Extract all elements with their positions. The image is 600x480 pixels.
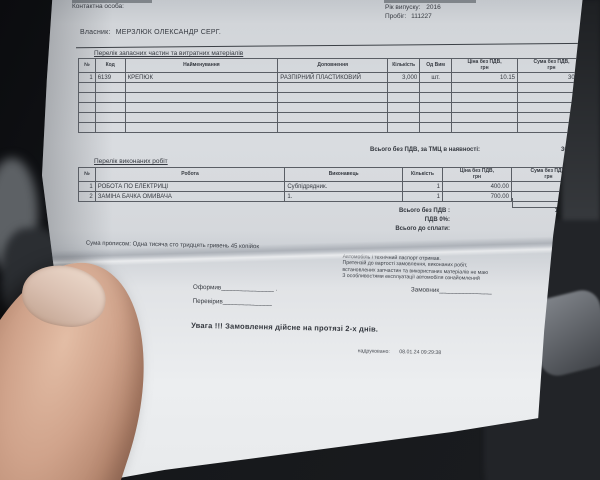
works-row: 2 ЗАМІНА БАЧКА ОМИВАЧА 1. 1 700.00 700.0… bbox=[78, 191, 584, 202]
vat-label: ПДВ 0%: bbox=[424, 217, 450, 223]
works-row: 1 РОБОТА ПО ЕЛЕКТРИЦІ Субпідрядник. 1 40… bbox=[78, 181, 584, 192]
table-cell: Субпідрядник. bbox=[284, 181, 403, 192]
printed-timestamp: надруковано: 08.01.24 09:29:38 bbox=[358, 348, 442, 356]
table-cell: 1 bbox=[78, 181, 96, 192]
column-header: Код bbox=[94, 58, 126, 73]
year-value: 2016 bbox=[426, 4, 441, 11]
disclaimer-line: З особливостями експлуатації автомобіля … bbox=[342, 273, 480, 283]
table-cell: 1 bbox=[401, 181, 444, 192]
table-cell: РОБОТА ПО ЕЛЕКТРИЦІ bbox=[94, 181, 286, 192]
total-due-label: Всього до сплати: bbox=[395, 226, 450, 232]
cut-off-text-line bbox=[384, 0, 476, 3]
mileage-label: Пробіг: bbox=[385, 13, 407, 20]
empty-row bbox=[78, 122, 584, 133]
works-section-title: Перелік виконаних робіт bbox=[94, 158, 168, 165]
parts-row: 1 6139 КРЕПЮК РАЗПІРНИЙ ПЛАСТИКОВИЙ 3,00… bbox=[78, 72, 584, 83]
table-cell: 400.00 bbox=[442, 181, 512, 192]
column-header: Робота bbox=[94, 167, 286, 182]
column-header: № bbox=[78, 167, 96, 182]
parts-table: № Код Найменування Доповнення Кількість … bbox=[78, 58, 584, 133]
table-cell: 1 bbox=[401, 191, 444, 202]
table-cell: 6139 bbox=[94, 72, 126, 83]
parts-total-label: Всього без ПДВ, за ТМЦ в наявності: bbox=[370, 147, 480, 153]
validity-notice: Увага !!! Замовлення дійсне на протязі 2… bbox=[191, 320, 379, 334]
table-cell: 3,000 bbox=[387, 72, 421, 83]
column-header: Кількість bbox=[401, 167, 444, 182]
parts-section-title: Перелік запасних частин та витратних мат… bbox=[94, 50, 244, 57]
mileage-value: 111227 bbox=[411, 13, 432, 20]
empty-row bbox=[78, 92, 584, 103]
empty-row bbox=[78, 112, 584, 123]
parts-total-line: Всього без ПДВ, за ТМЦ в наявності: 30,4… bbox=[240, 147, 576, 153]
owner-name: МЕРЗЛЮК ОЛЕКСАНДР СЕРГ. bbox=[115, 29, 222, 36]
column-header: Ціна без ПДВ, грн bbox=[442, 167, 512, 182]
header-divider bbox=[76, 42, 584, 49]
table-cell: 1. bbox=[284, 191, 403, 202]
total-net-value: 1130.45 bbox=[450, 208, 576, 214]
column-header: № bbox=[78, 58, 96, 73]
total-net-label: Всього без ПДВ : bbox=[398, 208, 450, 214]
table-cell: шт. bbox=[419, 72, 453, 83]
vehicle-year-line: Рік випуску: 2016 bbox=[385, 4, 441, 11]
customer-signature-line: Замовник_______________ bbox=[410, 286, 492, 296]
column-header: Ціна без ПДВ, грн bbox=[451, 58, 519, 73]
checked-signature-line: Перевірив______________ bbox=[192, 297, 272, 307]
contact-person-label: Контактна особа: bbox=[72, 3, 124, 10]
year-label: Рік випуску: bbox=[385, 4, 421, 11]
column-header: Найменування bbox=[124, 58, 279, 73]
empty-row bbox=[78, 82, 584, 93]
table-cell: 10.15 bbox=[451, 72, 519, 83]
total-due-line: Всього до сплати: 1130.45 bbox=[250, 226, 576, 232]
column-header: Доповнення bbox=[277, 58, 389, 73]
printed-value: 08.01.24 09:29:38 bbox=[399, 349, 442, 357]
owner-line: Власник: МЕРЗЛЮК ОЛЕКСАНДР СЕРГ. bbox=[80, 29, 221, 36]
table-cell: РАЗПІРНИЙ ПЛАСТИКОВИЙ bbox=[277, 72, 389, 83]
parts-header-row: № Код Найменування Доповнення Кількість … bbox=[78, 58, 584, 73]
table-cell: 1 bbox=[78, 72, 96, 83]
works-table: № Робота Виконавець Кількість Ціна без П… bbox=[78, 167, 584, 202]
vat-line: ПДВ 0%: 0.00 bbox=[250, 217, 576, 223]
table-cell: 2 bbox=[78, 191, 96, 202]
printed-label: надруковано: bbox=[357, 348, 390, 355]
works-header-row: № Робота Виконавець Кількість Ціна без П… bbox=[78, 167, 584, 182]
owner-label: Власник: bbox=[80, 29, 111, 36]
column-header: Кількість bbox=[387, 58, 421, 73]
prepared-signature-line: Оформив_______________ . bbox=[192, 283, 278, 293]
parts-total-value: 30,45 bbox=[480, 147, 576, 153]
column-header: Од Вим bbox=[419, 58, 453, 73]
total-net-line: Всього без ПДВ : 1130.45 bbox=[250, 208, 576, 214]
cut-off-text-line bbox=[72, 0, 152, 3]
column-header: Виконавець bbox=[284, 167, 403, 182]
table-cell: КРЕПЮК bbox=[124, 72, 279, 83]
vehicle-mileage-line: Пробіг: 111227 bbox=[385, 13, 432, 20]
table-cell: ЗАМІНА БАЧКА ОМИВАЧА bbox=[94, 191, 286, 202]
table-cell: 700.00 bbox=[442, 191, 512, 202]
empty-row bbox=[78, 102, 584, 113]
